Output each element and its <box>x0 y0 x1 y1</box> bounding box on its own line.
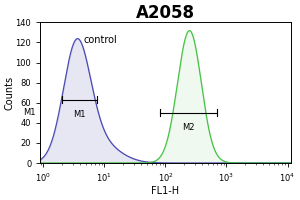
Text: M1: M1 <box>23 108 36 117</box>
X-axis label: FL1-H: FL1-H <box>152 186 179 196</box>
Title: A2058: A2058 <box>136 4 195 22</box>
Text: M1: M1 <box>73 110 85 119</box>
Y-axis label: Counts: Counts <box>4 76 14 110</box>
Text: control: control <box>83 35 117 45</box>
Text: M2: M2 <box>182 123 194 132</box>
